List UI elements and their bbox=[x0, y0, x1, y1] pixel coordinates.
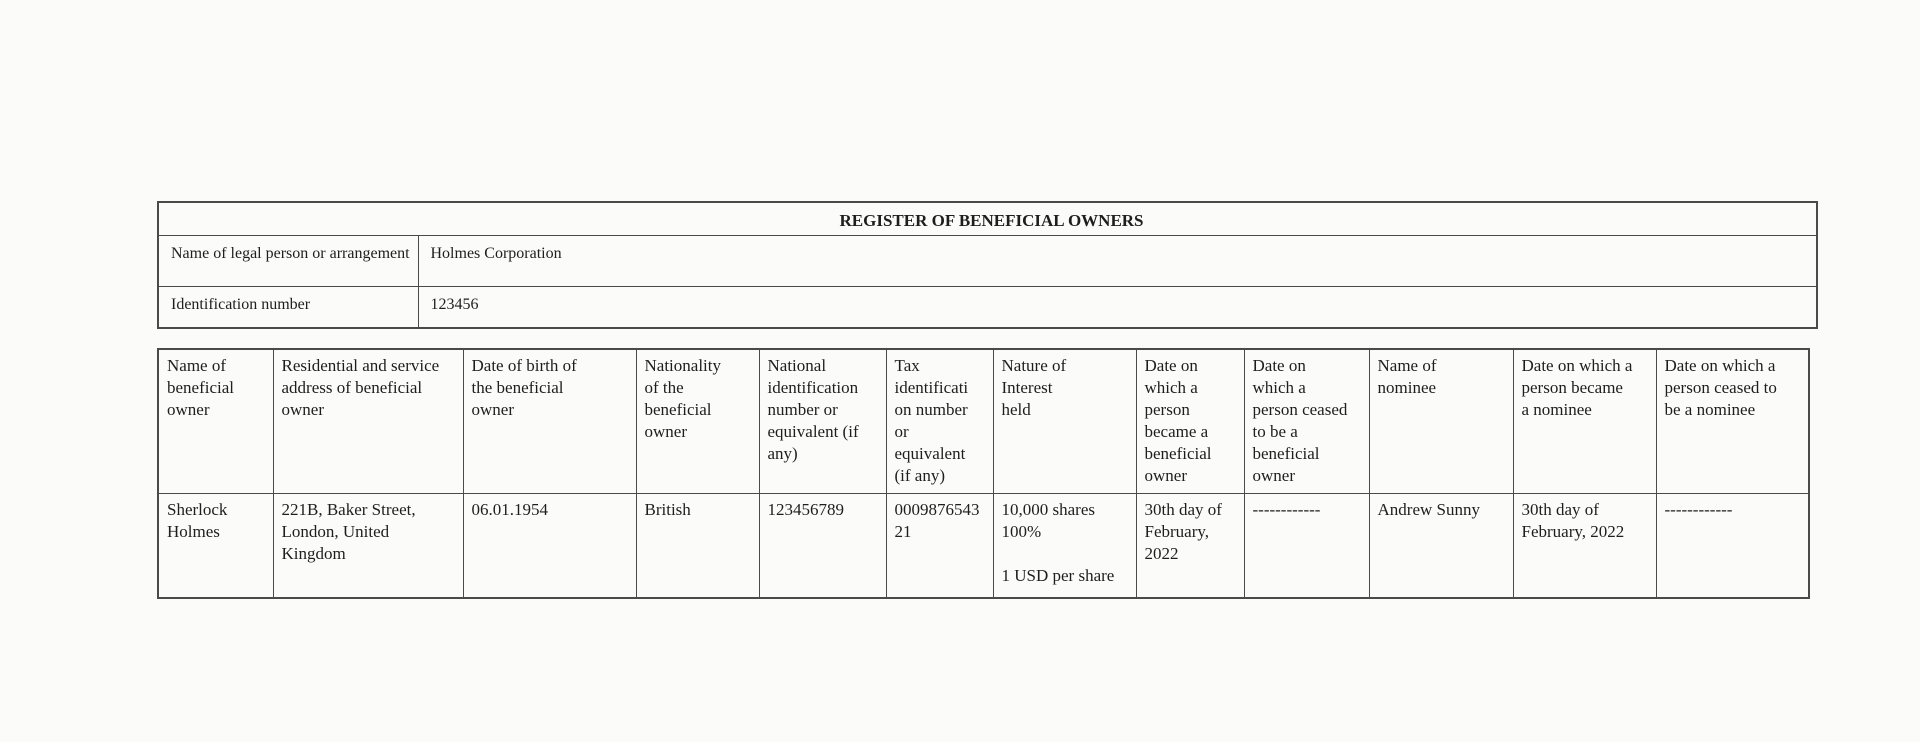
col-header-owner-name: Name of beneficial owner bbox=[157, 348, 274, 494]
cell-national-id: 123456789 bbox=[758, 493, 887, 599]
col-header-date-became-nominee: Date on which a person became a nominee bbox=[1512, 348, 1657, 494]
col-header-date-ceased-owner: Date on which a person ceased to be a be… bbox=[1243, 348, 1370, 494]
id-number-label: Identification number bbox=[157, 286, 419, 329]
col-header-nature-of-interest: Nature of Interest held bbox=[992, 348, 1137, 494]
cell-date-became-nominee: 30th day of February, 2022 bbox=[1512, 493, 1657, 599]
cell-owner-name: Sherlock Holmes bbox=[157, 493, 274, 599]
col-header-date-became-owner: Date on which a person became a benefici… bbox=[1135, 348, 1245, 494]
legal-name-label: Name of legal person or arrangement bbox=[157, 235, 419, 287]
cell-nominee-name: Andrew Sunny bbox=[1368, 493, 1514, 599]
owners-table: Name of beneficial owner Residential and… bbox=[157, 348, 1810, 599]
legal-name-value: Holmes Corporation bbox=[417, 235, 1818, 287]
owner-row: Sherlock Holmes 221B, Baker Street, Lond… bbox=[157, 493, 1810, 599]
cell-date-ceased-nominee: ------------ bbox=[1655, 493, 1810, 599]
cell-date-became-owner: 30th day of February, 2022 bbox=[1135, 493, 1245, 599]
cell-tax-id: 0009876543 21 bbox=[885, 493, 994, 599]
register-title-row: REGISTER OF BENEFICIAL OWNERS bbox=[157, 201, 1818, 236]
col-header-date-of-birth: Date of birth of the beneficial owner bbox=[462, 348, 637, 494]
id-number-value: 123456 bbox=[417, 286, 1818, 329]
col-header-nominee-name: Name of nominee bbox=[1368, 348, 1514, 494]
register-header-table: REGISTER OF BENEFICIAL OWNERS Name of le… bbox=[157, 201, 1818, 329]
id-number-row: Identification number 123456 bbox=[157, 286, 1818, 329]
owners-header-row: Name of beneficial owner Residential and… bbox=[157, 348, 1810, 494]
register-title: REGISTER OF BENEFICIAL OWNERS bbox=[157, 201, 1818, 236]
col-header-tax-id: Tax identificati on number or equivalent… bbox=[885, 348, 994, 494]
cell-nature-of-interest: 10,000 shares 100% 1 USD per share bbox=[992, 493, 1137, 599]
cell-nationality: British bbox=[635, 493, 760, 599]
col-header-nationality: Nationality of the beneficial owner bbox=[635, 348, 760, 494]
col-header-date-ceased-nominee: Date on which a person ceased to be a no… bbox=[1655, 348, 1810, 494]
cell-address: 221B, Baker Street, London, United Kingd… bbox=[272, 493, 464, 599]
cell-date-of-birth: 06.01.1954 bbox=[462, 493, 637, 599]
col-header-address: Residential and service address of benef… bbox=[272, 348, 464, 494]
col-header-national-id: National identification number or equiva… bbox=[758, 348, 887, 494]
cell-date-ceased-owner: ------------ bbox=[1243, 493, 1370, 599]
legal-name-row: Name of legal person or arrangement Holm… bbox=[157, 235, 1818, 287]
